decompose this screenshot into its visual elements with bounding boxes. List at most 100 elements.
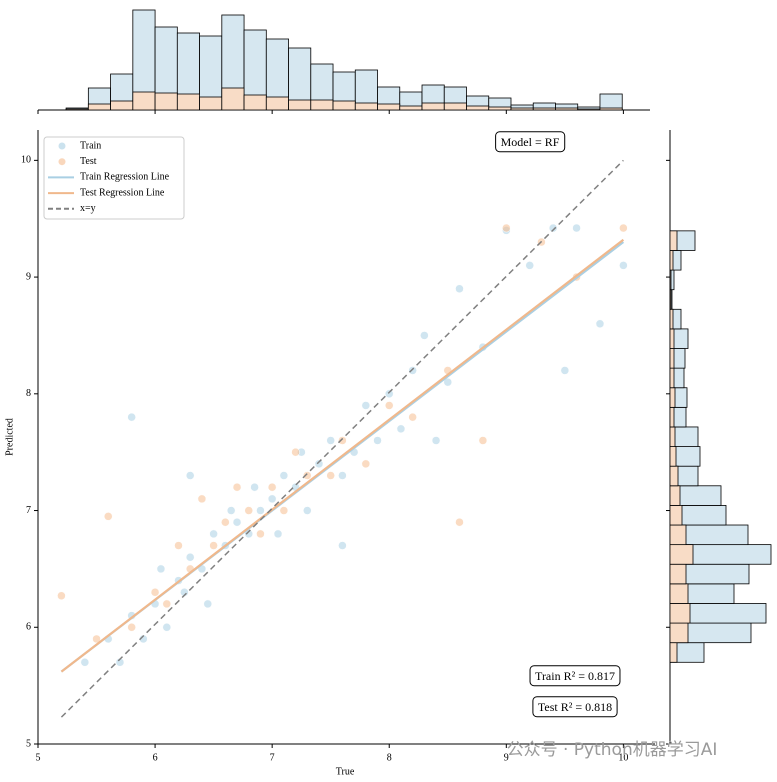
point bbox=[443, 377, 453, 387]
hist-bar bbox=[443, 102, 467, 111]
hist-bar bbox=[669, 465, 679, 487]
annotation: Model = RF bbox=[501, 135, 560, 149]
point bbox=[162, 599, 172, 609]
annotation: Train R² = 0.817 bbox=[535, 669, 615, 683]
hist-bar bbox=[669, 328, 675, 349]
hist-bar bbox=[421, 102, 445, 111]
hist-bar bbox=[65, 108, 89, 111]
point bbox=[384, 389, 394, 399]
point bbox=[384, 401, 394, 410]
hist-bar bbox=[669, 269, 672, 291]
hist-bar bbox=[669, 544, 694, 565]
point bbox=[408, 412, 417, 422]
point bbox=[92, 634, 101, 644]
hist-bar bbox=[488, 106, 512, 111]
point bbox=[203, 599, 213, 609]
point bbox=[326, 471, 335, 480]
point bbox=[256, 529, 265, 539]
hist-bar bbox=[669, 426, 676, 447]
hist-bar bbox=[669, 230, 678, 251]
point bbox=[619, 261, 628, 270]
legend-label: Train Regression Line bbox=[80, 172, 170, 183]
point bbox=[572, 223, 581, 233]
x-tick-label: 5 bbox=[36, 752, 41, 763]
point bbox=[244, 529, 253, 539]
hist-bar bbox=[669, 485, 681, 506]
point bbox=[273, 529, 283, 539]
hist-bar bbox=[288, 99, 312, 111]
hist-bar bbox=[669, 289, 672, 310]
point bbox=[185, 471, 195, 480]
point bbox=[314, 459, 324, 469]
point bbox=[408, 366, 417, 375]
point bbox=[619, 223, 628, 233]
point bbox=[127, 623, 136, 632]
point bbox=[209, 529, 218, 539]
hist-bar bbox=[669, 406, 675, 428]
hist-bar bbox=[354, 102, 378, 111]
point bbox=[174, 541, 183, 550]
point bbox=[455, 284, 464, 294]
x-tick-label: 10 bbox=[618, 752, 628, 763]
hist-bar bbox=[221, 87, 245, 111]
point bbox=[303, 506, 312, 515]
point bbox=[197, 494, 207, 504]
hist-bar bbox=[265, 96, 289, 111]
legend-label: x=y bbox=[80, 203, 96, 214]
hist-bar bbox=[599, 93, 623, 111]
point bbox=[291, 447, 300, 457]
point bbox=[156, 564, 166, 574]
hist-bar bbox=[669, 603, 691, 624]
point bbox=[373, 436, 382, 445]
hist-bar bbox=[669, 250, 674, 271]
x-tick-label: 9 bbox=[504, 752, 509, 763]
hist-bar bbox=[669, 446, 677, 467]
hist-bar bbox=[555, 107, 579, 111]
point bbox=[279, 506, 289, 515]
point bbox=[326, 436, 335, 445]
hist-bar bbox=[199, 96, 223, 111]
point bbox=[548, 223, 558, 233]
hist-bar bbox=[669, 505, 683, 526]
hist-bar bbox=[669, 622, 689, 644]
point bbox=[162, 623, 172, 632]
y-tick-label: 10 bbox=[21, 155, 31, 166]
point bbox=[361, 401, 371, 410]
hist-bar bbox=[332, 100, 356, 111]
hist-bar bbox=[669, 524, 687, 546]
hist-bar bbox=[669, 348, 675, 369]
hist-bar bbox=[466, 105, 490, 111]
hist-bar bbox=[577, 108, 601, 111]
legend-label: Test Regression Line bbox=[80, 187, 165, 198]
point bbox=[478, 436, 488, 445]
x-tick-label: 6 bbox=[153, 752, 158, 763]
x-tick-label: 7 bbox=[270, 752, 275, 763]
legend: Train Test Train Regression Line Test Regre… bbox=[43, 136, 185, 220]
point bbox=[226, 506, 236, 515]
point bbox=[338, 471, 347, 480]
hist-bar bbox=[176, 93, 200, 111]
hist-bar bbox=[243, 94, 267, 111]
legend-marker bbox=[58, 158, 66, 166]
hist-bar bbox=[599, 107, 623, 111]
hist-bar bbox=[110, 100, 134, 111]
point bbox=[250, 482, 259, 492]
point bbox=[338, 436, 347, 445]
annotation-box bbox=[532, 696, 618, 718]
hist-bar bbox=[510, 107, 534, 111]
y-tick-label: 9 bbox=[26, 271, 31, 282]
point bbox=[267, 494, 277, 504]
point bbox=[595, 319, 605, 329]
y-tick-label: 8 bbox=[26, 388, 31, 399]
regression-line bbox=[60, 238, 625, 673]
y-tick-label: 7 bbox=[26, 505, 31, 516]
hist-bar bbox=[669, 563, 687, 585]
watermark: 公众号 · Python机器学习AI bbox=[507, 740, 718, 760]
hist-bar bbox=[669, 367, 675, 389]
hist-bar bbox=[132, 91, 156, 111]
legend-marker bbox=[58, 142, 66, 150]
point bbox=[244, 506, 253, 515]
point bbox=[361, 459, 371, 469]
